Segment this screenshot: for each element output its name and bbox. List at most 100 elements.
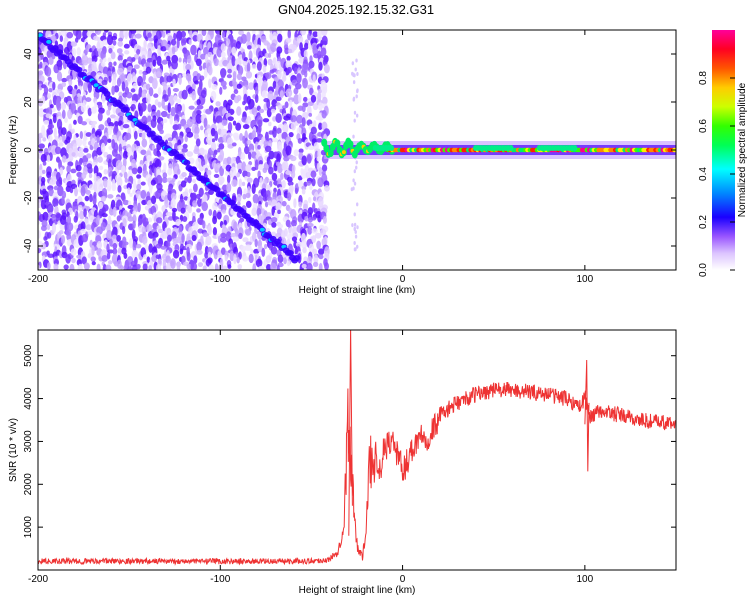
- noise-blob: [303, 96, 308, 103]
- noise-blob: [306, 154, 312, 164]
- noise-blob: [146, 57, 154, 63]
- noise-blob: [75, 30, 82, 40]
- noise-blob: [281, 230, 286, 240]
- noise-blob: [135, 33, 142, 39]
- noise-blob: [200, 89, 207, 99]
- noise-blob: [192, 178, 197, 184]
- noise-blob: [122, 199, 130, 206]
- noise-blob: [136, 48, 141, 55]
- noise-blob: [132, 76, 139, 84]
- noise-blob: [182, 143, 188, 149]
- noise-blob: [242, 255, 249, 262]
- noise-blob: [140, 181, 146, 186]
- noise-blob: [222, 85, 227, 90]
- noise-blob: [350, 187, 354, 192]
- noise-blob: [127, 266, 133, 270]
- noise-blob: [290, 155, 297, 162]
- noise-blob: [61, 109, 66, 120]
- noise-blob: [305, 171, 311, 179]
- noise-blob: [240, 152, 246, 161]
- noise-blob: [308, 112, 313, 117]
- noise-blob: [309, 184, 313, 191]
- noise-blob: [106, 229, 113, 241]
- noise-blob: [242, 193, 247, 200]
- noise-blob: [194, 126, 200, 135]
- ridge-blob: [334, 139, 341, 148]
- noise-blob: [183, 196, 189, 201]
- noise-blob: [196, 208, 201, 213]
- noise-blob: [116, 77, 121, 87]
- noise-blob: [131, 167, 138, 175]
- snr-frame: [37, 329, 677, 571]
- noise-blob: [61, 196, 65, 205]
- noise-blob: [220, 43, 226, 52]
- noise-blob: [227, 68, 233, 74]
- noise-blob: [202, 220, 206, 229]
- noise-blob: [277, 209, 281, 215]
- noise-blob: [157, 228, 164, 234]
- noise-blob: [91, 55, 98, 63]
- noise-blob: [38, 143, 45, 149]
- noise-blob: [140, 149, 147, 156]
- noise-blob: [70, 168, 77, 174]
- noise-blob: [296, 127, 302, 136]
- snr-y-label: SNR (10 * v/v): [8, 418, 19, 482]
- noise-blob: [77, 204, 83, 212]
- noise-blob: [191, 83, 196, 91]
- noise-blob: [264, 52, 270, 59]
- noise-blob: [190, 44, 197, 56]
- noise-blob: [324, 262, 329, 270]
- noise-blob: [236, 193, 242, 203]
- noise-blob: [355, 160, 358, 165]
- noise-blob: [161, 59, 168, 65]
- noise-blob: [248, 82, 255, 90]
- noise-blob: [191, 90, 197, 101]
- noise-blob: [146, 256, 151, 263]
- noise-blob: [103, 57, 107, 63]
- noise-blob: [87, 82, 93, 93]
- noise-blob: [265, 184, 271, 190]
- noise-blob: [176, 38, 180, 49]
- noise-blob: [323, 64, 330, 74]
- noise-blob: [71, 128, 75, 134]
- noise-blob: [353, 222, 357, 227]
- noise-blob: [126, 73, 134, 84]
- noise-blob: [98, 107, 105, 114]
- noise-blob: [77, 152, 85, 158]
- noise-blob: [293, 149, 299, 157]
- noise-blob: [271, 99, 278, 108]
- noise-blob: [276, 264, 280, 270]
- noise-blob: [256, 61, 262, 72]
- noise-blob: [123, 171, 128, 180]
- noise-blob: [354, 67, 357, 72]
- noise-blob: [122, 150, 128, 160]
- noise-blob: [38, 230, 41, 239]
- noise-blob: [147, 32, 152, 39]
- noise-blob: [54, 146, 62, 155]
- noise-blob: [236, 256, 240, 264]
- noise-blob: [165, 211, 173, 217]
- noise-blob: [268, 121, 272, 127]
- noise-blob: [312, 261, 319, 267]
- noise-blob: [220, 128, 228, 136]
- noise-blob: [233, 253, 237, 265]
- noise-blob: [53, 263, 59, 270]
- noise-blob: [133, 53, 140, 60]
- trace-blob: [286, 250, 294, 257]
- noise-blob: [253, 56, 259, 62]
- noise-blob: [188, 105, 195, 110]
- noise-blob: [246, 171, 251, 178]
- noise-blob: [312, 248, 318, 255]
- colorbar-tick-label: 0.6: [698, 119, 709, 133]
- noise-blob: [48, 56, 54, 65]
- noise-blob: [88, 184, 95, 191]
- noise-blob: [133, 130, 138, 140]
- noise-blob: [87, 107, 92, 117]
- noise-blob: [108, 75, 112, 83]
- noise-blob: [248, 253, 254, 264]
- noise-blob: [291, 44, 297, 51]
- x-tick-label: -100: [210, 274, 230, 285]
- trace-blob: [122, 106, 130, 113]
